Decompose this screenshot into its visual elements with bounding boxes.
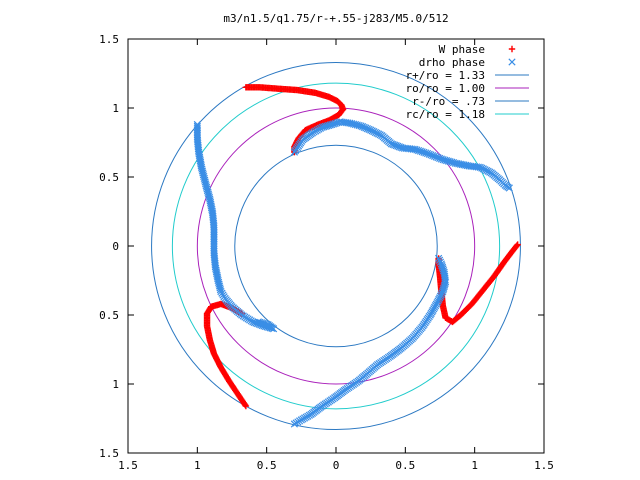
series-group [193,84,521,428]
x-tick-label-3: 0 [333,459,340,472]
legend-label-5: rc/ro = 1.18 [406,108,485,121]
y-tick-label-3: 0 [112,240,119,253]
circle-2 [234,144,438,348]
x-tick-label-1: 1 [194,459,201,472]
series-drho-phase [193,118,513,428]
x-tick-label-4: 0.5 [395,459,415,472]
point-s0-g0-80 [242,84,250,91]
legend-label-4: r-/ro = .73 [412,95,485,108]
x-tick-label-2: 0.5 [257,459,277,472]
point-s1-g2-0 [434,254,443,263]
series-w-phase [203,84,521,410]
legend-marker-1 [508,58,516,66]
y-tick-label-2: 0.5 [99,309,119,322]
chart-title: m3/n1.5/q1.75/r-+.55-j283/M5.0/512 [223,12,448,25]
point-s1-g2-130 [290,420,299,428]
reference-circles [151,61,521,431]
y-tick-label-6: 1.5 [99,33,119,46]
point-s1-g1-143 [254,318,262,326]
legend-label-1: drho phase [419,56,485,69]
legend-label-2: r+/ro = 1.33 [406,69,485,82]
point-s1-g1-142 [256,318,264,326]
y-tick-label-5: 1 [112,102,119,115]
circle-1 [196,107,476,385]
y-tick-label-1: 1 [112,378,119,391]
y-tick-label-0: 1.5 [99,447,119,460]
point-s1-g2-1 [435,256,444,264]
circle-0 [151,61,521,431]
legend-label-0: W phase [439,43,485,56]
x-tick-label-5: 1 [471,459,478,472]
y-tick-label-4: 0.5 [99,171,119,184]
x-tick-label-6: 1.5 [534,459,554,472]
axes: 1.5 1 0.5 0 0.5 1 1.51.510.500.511.5 [99,33,554,472]
x-tick-label-0: 1.5 [118,459,138,472]
point-s1-g0-134 [505,184,513,192]
legend-label-3: ro/ro = 1.00 [406,82,485,95]
circle-3 [171,82,501,410]
legend-marker-0 [508,45,516,53]
